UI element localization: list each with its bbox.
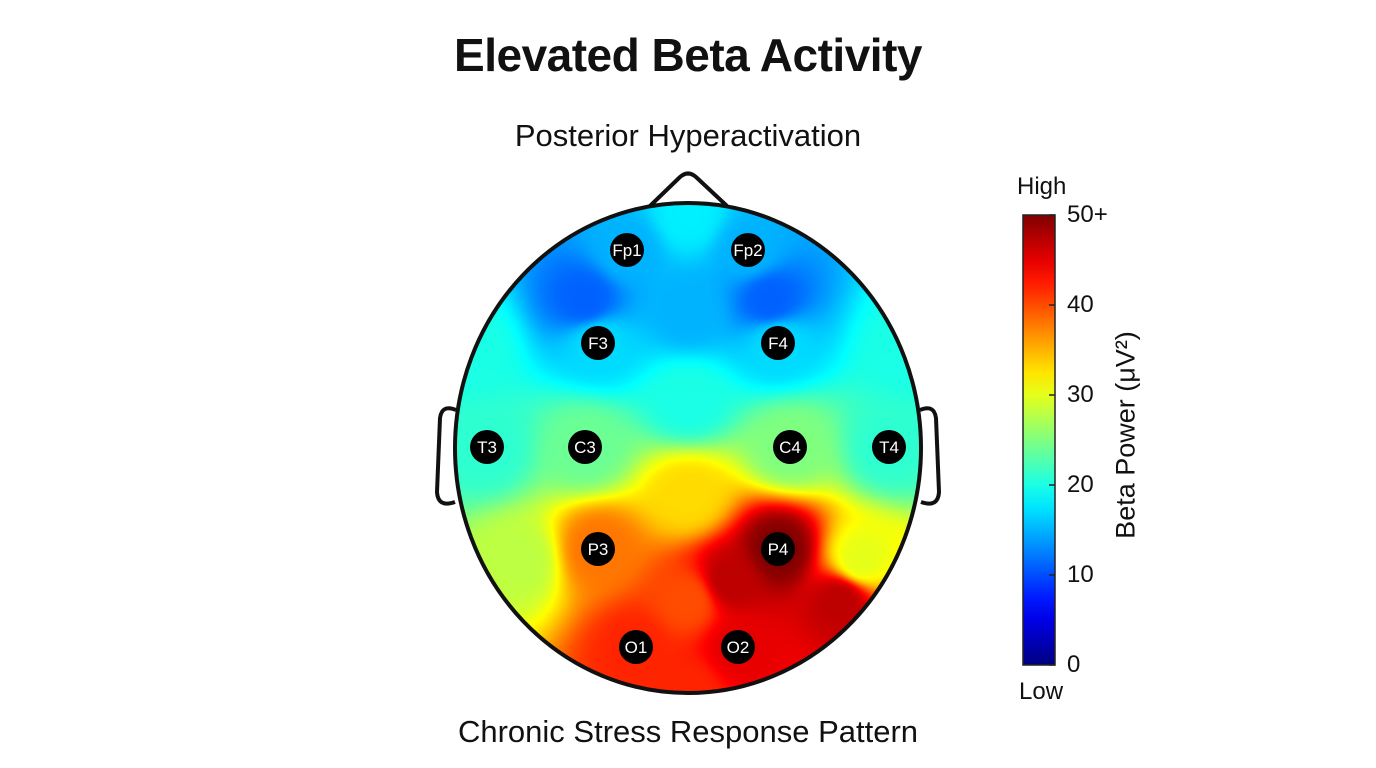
right-ear-icon bbox=[919, 406, 942, 506]
electrode-fp1: Fp1 bbox=[610, 233, 644, 267]
electrode-f4: F4 bbox=[761, 326, 795, 360]
electrode-marker bbox=[761, 532, 795, 566]
electrode-label: Fp2 bbox=[733, 241, 762, 260]
colorbar-tick-label: 30 bbox=[1067, 381, 1094, 408]
electrode-label: F4 bbox=[768, 334, 788, 353]
electrode-label: T3 bbox=[477, 438, 497, 457]
colorbar bbox=[1022, 214, 1056, 666]
electrode-label: C3 bbox=[574, 438, 596, 457]
electrode-marker bbox=[619, 630, 653, 664]
scalp-outline bbox=[453, 201, 923, 695]
chart-subtitle: Posterior Hyperactivation bbox=[514, 118, 862, 153]
electrode-marker bbox=[610, 233, 644, 267]
electrode-p3: P3 bbox=[581, 532, 615, 566]
electrode-label: O2 bbox=[727, 638, 750, 657]
colorbar-tick-label: 0 bbox=[1067, 651, 1081, 678]
colorbar-tick-label: 40 bbox=[1067, 291, 1094, 318]
colorbar-axis-label: Beta Power (μV²) bbox=[1110, 331, 1141, 539]
chart-caption: Chronic Stress Response Pattern bbox=[457, 714, 919, 749]
electrode-label: Fp1 bbox=[612, 241, 641, 260]
electrode-c3: C3 bbox=[568, 430, 602, 464]
electrode-t4: T4 bbox=[872, 430, 906, 464]
electrode-o1: O1 bbox=[619, 630, 653, 664]
electrode-marker bbox=[568, 430, 602, 464]
electrode-label: P3 bbox=[588, 540, 609, 559]
electrode-label: C4 bbox=[779, 438, 801, 457]
left-ear-icon bbox=[434, 406, 457, 506]
electrode-label: T4 bbox=[879, 438, 899, 457]
electrode-label: P4 bbox=[768, 540, 789, 559]
electrode-label: O1 bbox=[625, 638, 648, 657]
colorbar-high-label: High bbox=[1017, 173, 1067, 200]
electrode-f3: F3 bbox=[581, 326, 615, 360]
chart-title: Elevated Beta Activity bbox=[454, 29, 922, 81]
electrode-fp2: Fp2 bbox=[731, 233, 765, 267]
colorbar-tick-label: 50+ bbox=[1067, 201, 1108, 228]
electrode-marker bbox=[761, 326, 795, 360]
nose-icon bbox=[648, 171, 729, 208]
electrode-marker bbox=[731, 233, 765, 267]
electrode-marker bbox=[721, 630, 755, 664]
colorbar-tick-label: 20 bbox=[1067, 471, 1094, 498]
electrode-label: F3 bbox=[588, 334, 608, 353]
electrode-marker bbox=[773, 430, 807, 464]
electrode-o2: O2 bbox=[721, 630, 755, 664]
electrode-p4: P4 bbox=[761, 532, 795, 566]
electrode-marker bbox=[872, 430, 906, 464]
electrode-t3: T3 bbox=[470, 430, 504, 464]
electrode-c4: C4 bbox=[773, 430, 807, 464]
electrode-marker bbox=[581, 326, 615, 360]
electrode-marker bbox=[470, 430, 504, 464]
colorbar-tick-label: 10 bbox=[1067, 561, 1094, 588]
colorbar-low-label: Low bbox=[1019, 678, 1064, 705]
electrode-marker bbox=[581, 532, 615, 566]
